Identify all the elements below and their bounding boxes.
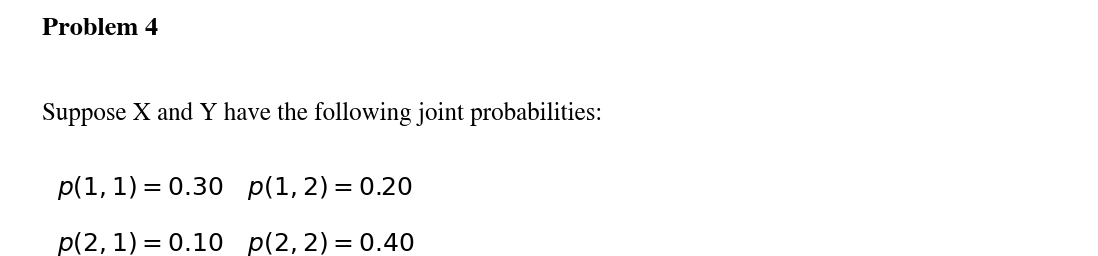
Text: $p(2,1) = 0.10 \quad p(2,2) = 0.40$: $p(2,1) = 0.10 \quad p(2,2) = 0.40$ bbox=[57, 230, 415, 256]
Text: Suppose X and Y have the following joint probabilities:: Suppose X and Y have the following joint… bbox=[42, 102, 602, 126]
Text: Problem 4: Problem 4 bbox=[42, 18, 158, 40]
Text: $p(1,1) = 0.30 \quad p(1,2) = 0.20$: $p(1,1) = 0.30 \quad p(1,2) = 0.20$ bbox=[57, 174, 413, 202]
